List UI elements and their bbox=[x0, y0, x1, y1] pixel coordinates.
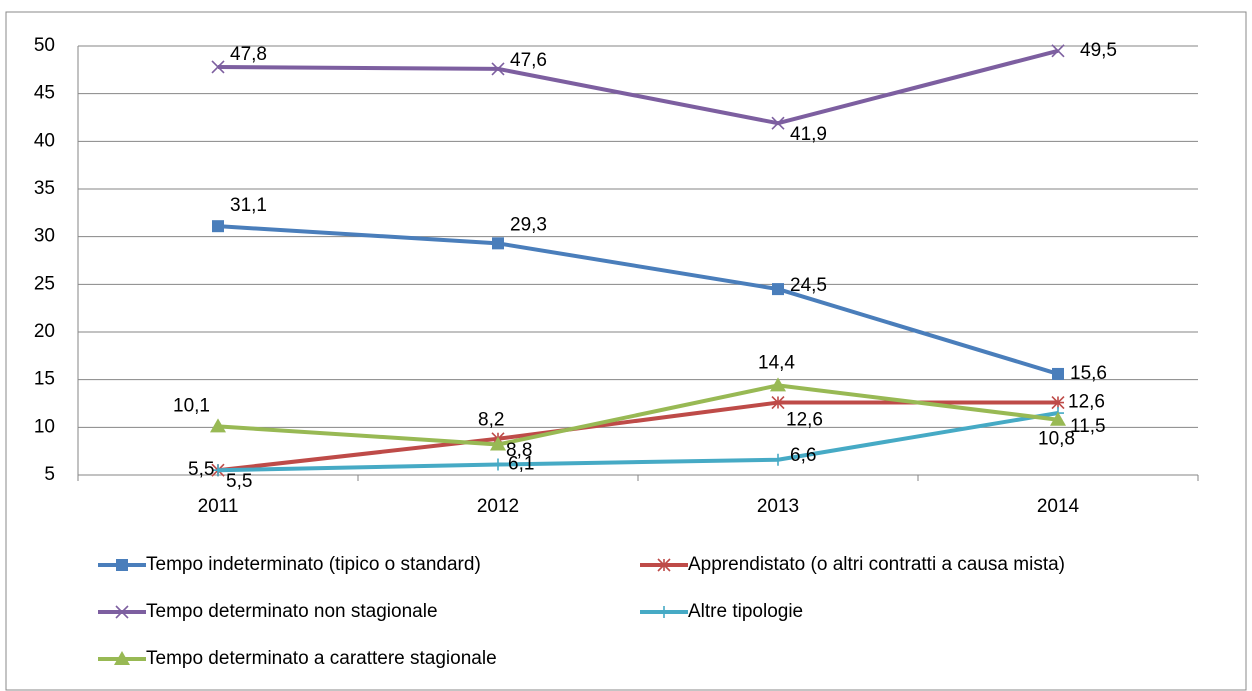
y-tick-label: 40 bbox=[34, 130, 55, 151]
y-tick-label: 15 bbox=[34, 369, 55, 390]
data-label: 14,4 bbox=[758, 352, 795, 373]
x-tick-label: 2013 bbox=[757, 496, 799, 517]
data-label: 47,6 bbox=[510, 50, 547, 71]
data-label: 47,8 bbox=[230, 44, 267, 65]
y-tick-label: 45 bbox=[34, 83, 55, 104]
marker bbox=[115, 605, 129, 619]
chart-frame bbox=[5, 11, 1247, 691]
marker bbox=[210, 418, 226, 433]
legend-label: Tempo determinato a carattere stagionale bbox=[146, 648, 497, 669]
data-label: 24,5 bbox=[790, 275, 827, 296]
marker bbox=[1052, 367, 1064, 380]
marker bbox=[771, 116, 785, 130]
legend-item: Tempo determinato a carattere stagionale bbox=[98, 648, 497, 669]
data-label: 12,6 bbox=[786, 410, 823, 431]
marker bbox=[116, 559, 128, 571]
y-tick-label: 20 bbox=[34, 321, 55, 342]
y-tick-label: 30 bbox=[34, 226, 55, 247]
marker bbox=[657, 558, 671, 572]
legend-item: Apprendistato (o altri contratti a causa… bbox=[640, 554, 1065, 575]
data-label: 49,5 bbox=[1080, 40, 1117, 61]
y-tick-label: 10 bbox=[34, 416, 55, 437]
y-tick-label: 35 bbox=[34, 178, 55, 199]
x-tick-label: 2014 bbox=[1037, 496, 1080, 517]
data-label: 29,3 bbox=[510, 214, 547, 235]
data-label: 31,1 bbox=[230, 195, 267, 216]
marker bbox=[1050, 411, 1066, 426]
data-label: 10,8 bbox=[1038, 429, 1075, 450]
marker bbox=[492, 458, 504, 471]
marker bbox=[114, 651, 130, 665]
x-tick-label: 2011 bbox=[198, 496, 239, 517]
data-label: 5,5 bbox=[226, 471, 252, 492]
data-label: 8,2 bbox=[478, 410, 504, 431]
marker bbox=[491, 62, 505, 76]
y-tick-label: 50 bbox=[34, 35, 55, 56]
series-line bbox=[217, 48, 1059, 126]
data-label: 15,6 bbox=[1070, 363, 1107, 384]
legend-item: Tempo indeterminato (tipico o standard) bbox=[98, 554, 481, 575]
marker bbox=[772, 283, 784, 296]
marker bbox=[492, 237, 504, 250]
legend-label: Tempo determinato non stagionale bbox=[146, 601, 438, 622]
marker bbox=[772, 453, 784, 466]
marker bbox=[212, 464, 224, 477]
data-label: 6,6 bbox=[790, 445, 816, 466]
marker bbox=[771, 395, 785, 410]
marker bbox=[1051, 44, 1065, 58]
marker bbox=[212, 220, 224, 233]
legend-item: Altre tipologie bbox=[640, 601, 803, 622]
y-tick-label: 5 bbox=[44, 464, 55, 485]
series-line bbox=[217, 224, 1059, 376]
series-line bbox=[217, 383, 1059, 447]
legend-label: Apprendistato (o altri contratti a causa… bbox=[688, 554, 1065, 575]
series-line bbox=[217, 411, 1059, 473]
marker bbox=[770, 377, 786, 392]
data-label: 10,1 bbox=[173, 395, 210, 416]
data-label: 11,5 bbox=[1070, 416, 1106, 437]
data-label: 5,5 bbox=[188, 459, 214, 480]
legend-label: Tempo indeterminato (tipico o standard) bbox=[146, 554, 481, 575]
data-label: 8,8 bbox=[506, 440, 532, 461]
marker bbox=[1051, 395, 1065, 410]
marker bbox=[211, 60, 225, 74]
x-tick-label: 2012 bbox=[477, 496, 519, 517]
legend-item: Tempo determinato non stagionale bbox=[98, 601, 438, 622]
legend-label: Altre tipologie bbox=[688, 601, 803, 622]
y-tick-label: 25 bbox=[34, 273, 55, 294]
data-label: 12,6 bbox=[1068, 392, 1105, 413]
marker bbox=[490, 436, 506, 451]
data-label: 41,9 bbox=[790, 124, 827, 145]
data-label: 6,1 bbox=[508, 454, 534, 475]
marker bbox=[658, 606, 670, 618]
